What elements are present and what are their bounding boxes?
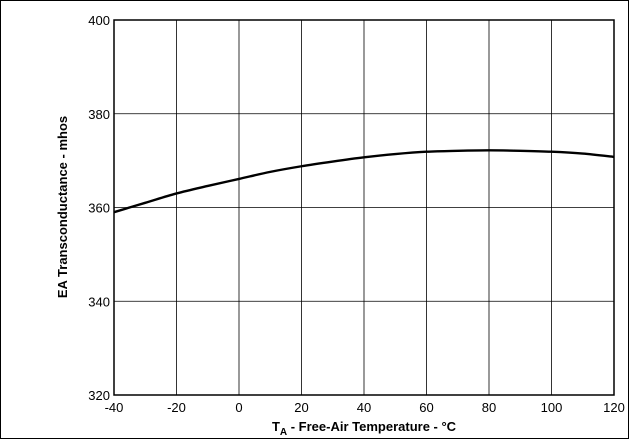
x-tick-label: -20 <box>167 400 186 415</box>
x-axis-label-main: T <box>272 419 280 434</box>
series-group <box>113 149 615 214</box>
x-tick-label: 0 <box>235 400 242 415</box>
y-axis-label: EA Transconductance - mhos <box>55 116 70 298</box>
x-tick-label: 100 <box>541 400 563 415</box>
grid-lines <box>114 20 614 395</box>
y-tick-labels: 320 340 360 380 400 <box>88 13 110 403</box>
x-tick-label: 60 <box>419 400 433 415</box>
x-tick-label: 80 <box>482 400 496 415</box>
x-axis-label: TA - Free-Air Temperature - °C <box>272 419 457 438</box>
series-line <box>113 149 615 214</box>
x-tick-label: 120 <box>603 400 625 415</box>
x-tick-label: 20 <box>294 400 308 415</box>
x-tick-labels: -40 -20 0 20 40 60 80 100 120 <box>105 400 625 415</box>
y-tick-label: 320 <box>88 388 110 403</box>
x-tick-label: -40 <box>105 400 124 415</box>
plot-area-frame <box>113 19 615 396</box>
x-axis-label-subscript: A <box>280 427 287 438</box>
y-tick-label: 400 <box>88 13 110 28</box>
y-tick-label: 340 <box>88 294 110 309</box>
x-axis-label-rest: - Free-Air Temperature - °C <box>287 419 457 434</box>
y-tick-label: 380 <box>88 107 110 122</box>
y-tick-label: 360 <box>88 201 110 216</box>
x-tick-label: 40 <box>357 400 371 415</box>
